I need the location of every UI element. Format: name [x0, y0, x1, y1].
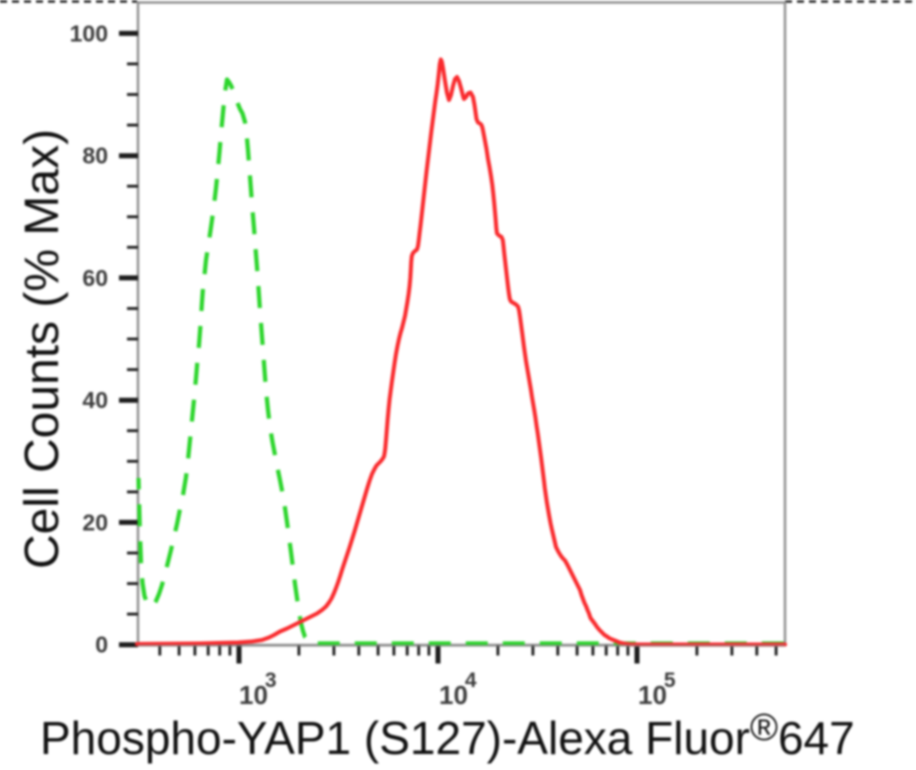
svg-text:0: 0 — [95, 632, 108, 658]
svg-text:20: 20 — [82, 509, 108, 535]
svg-text:100: 100 — [70, 20, 108, 46]
svg-text:60: 60 — [82, 265, 108, 291]
svg-text:Phospho-YAP1 (S127)-Alexa Fluo: Phospho-YAP1 (S127)-Alexa Fluor®647 — [40, 707, 855, 764]
svg-text:Cell Counts (% Max): Cell Counts (% Max) — [16, 129, 69, 569]
svg-text:40: 40 — [82, 387, 108, 413]
svg-text:80: 80 — [82, 143, 108, 169]
